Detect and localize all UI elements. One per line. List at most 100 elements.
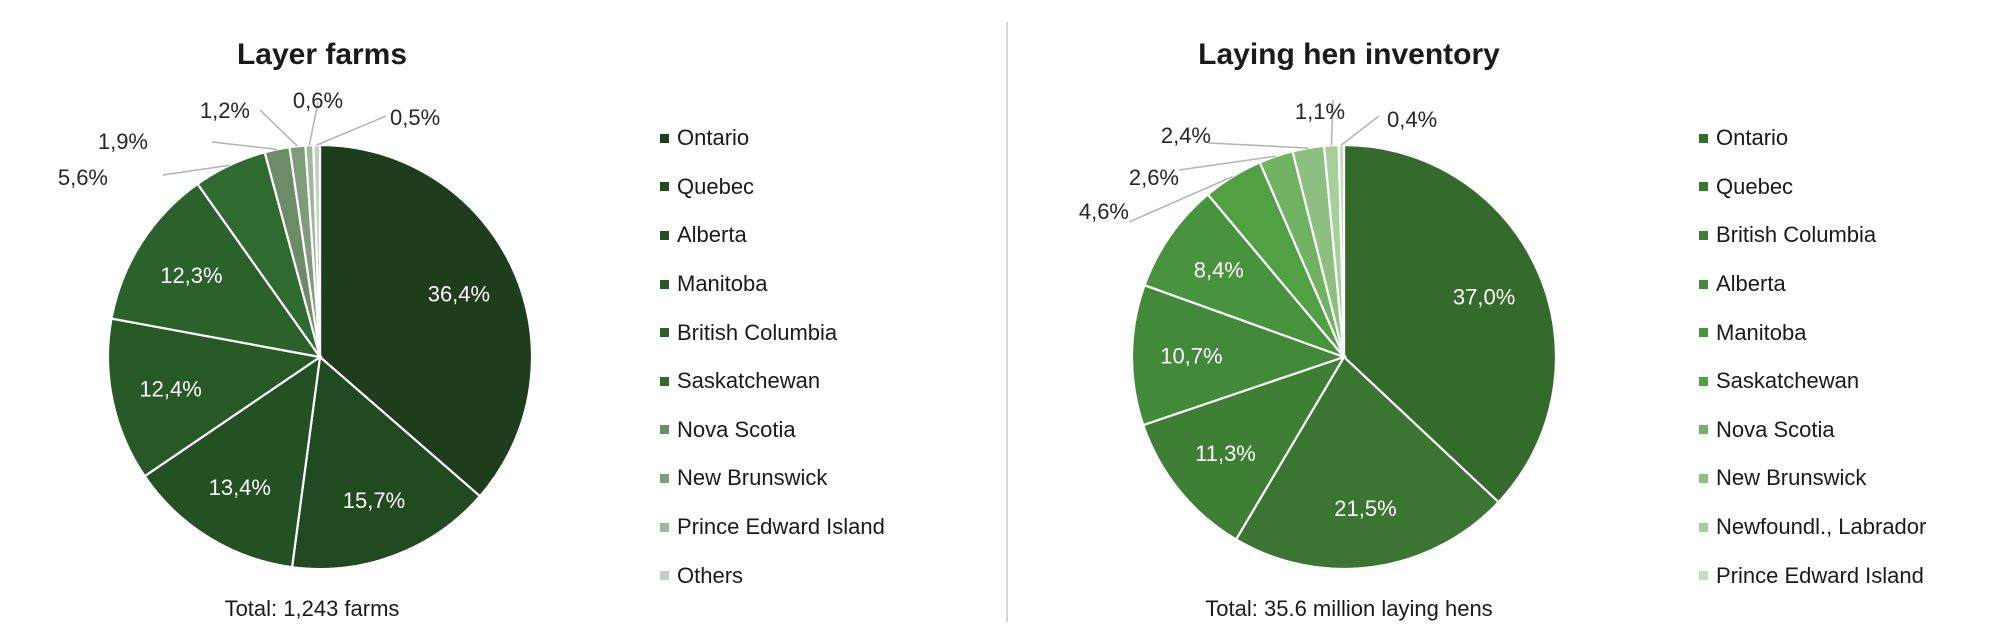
slice-data-label: 15,7% — [343, 488, 405, 513]
laying-hen-inventory-legend: Ontario Quebec British Columbia Alberta Mani… — [1699, 114, 1926, 600]
slice-data-label: 13,4% — [209, 475, 271, 500]
leader-line — [259, 109, 298, 147]
slice-data-label: 5,6% — [58, 165, 108, 190]
slice-data-label: 0,4% — [1387, 107, 1437, 132]
legend-item: Ontario — [660, 114, 885, 163]
slice-data-label: 0,6% — [293, 88, 343, 113]
legend-swatch — [660, 473, 669, 483]
legend-item: Quebec — [660, 163, 885, 212]
legend-label: Saskatchewan — [677, 368, 821, 394]
chart-title: Layer farms — [236, 38, 408, 71]
legend-label: Prince Edward Island — [1716, 562, 1924, 588]
legend-item: Ontario — [1699, 114, 1926, 163]
slice-data-label: 1,1% — [1295, 99, 1345, 124]
chart-title: Laying hen inventory — [1198, 38, 1500, 71]
chart-total: Total: 1,243 farms — [224, 596, 400, 621]
laying-hen-inventory-panel: Laying hen inventory 37,0% 21,5% 11,3% 10,7… — [999, 0, 1997, 639]
legend-swatch — [1699, 473, 1708, 483]
legend-swatch — [1699, 279, 1708, 289]
pie-slice-alberta — [143, 354, 322, 569]
legend-item: New Brunswick — [660, 454, 885, 503]
legend-swatch — [1699, 522, 1708, 532]
pie-slice-manitoba — [106, 317, 323, 478]
slice-data-label: 4,6% — [1079, 199, 1129, 224]
pie-slice-quebec — [1234, 355, 1501, 571]
pie-slice-quebec — [290, 354, 482, 571]
legend-label: Newfoundl., Labrador — [1716, 514, 1927, 540]
legend-swatch — [1699, 182, 1708, 192]
leader-line — [211, 141, 278, 151]
legend-swatch — [660, 182, 669, 192]
legend-swatch — [1699, 425, 1708, 435]
legend-swatch — [1699, 571, 1708, 581]
slice-data-label: 37,0% — [1453, 284, 1515, 309]
slice-data-label: 10,7% — [1160, 344, 1222, 369]
legend-label: Manitoba — [1716, 319, 1807, 345]
legend-label: Quebec — [677, 173, 755, 199]
leader-line — [1208, 142, 1309, 149]
legend-item: New Brunswick — [1699, 454, 1926, 503]
legend-label: Ontario — [677, 125, 750, 151]
legend-item: Prince Edward Island — [1699, 551, 1926, 600]
legend-label: Nova Scotia — [677, 416, 796, 442]
legend-item: Alberta — [1699, 260, 1926, 309]
leader-line — [316, 115, 387, 146]
slice-data-label: 12,3% — [160, 263, 222, 288]
legend-item: British Columbia — [660, 308, 885, 357]
slice-data-label: 2,6% — [1129, 165, 1179, 190]
leader-line — [162, 164, 230, 176]
legend-swatch — [660, 522, 669, 532]
pie-slice-ontario — [318, 143, 534, 498]
pie-slice-alberta — [1130, 283, 1348, 427]
slice-data-label: 0,5% — [390, 105, 440, 130]
legend-item: Saskatchewan — [1699, 357, 1926, 406]
legend-item: Quebec — [1699, 163, 1926, 212]
leader-line — [1330, 99, 1334, 146]
leader-line — [1340, 115, 1380, 146]
legend-swatch — [660, 230, 669, 240]
slice-data-label: 36,4% — [428, 282, 490, 307]
legend-item: Nova Scotia — [1699, 406, 1926, 455]
pie-slice-british-columbia — [1141, 355, 1347, 541]
legend-swatch — [1699, 133, 1708, 143]
layer-farms-legend: Ontario Quebec Alberta Manitoba British Colu… — [660, 114, 885, 600]
legend-item: Saskatchewan — [660, 357, 885, 406]
pie-slice-others — [312, 143, 322, 358]
legend-item: Newfoundl., Labrador — [1699, 503, 1926, 552]
legend-label: New Brunswick — [1716, 465, 1867, 491]
laying-hen-inventory-pie-chart: 37,0% 21,5% 11,3% 10,7% 8,4% 4,6%2,6% 2,4% 1,1%… — [1079, 99, 1558, 571]
legend-label: Saskatchewan — [1716, 368, 1860, 394]
slice-data-label: 21,5% — [1334, 496, 1396, 521]
legend-swatch — [660, 328, 669, 338]
legend-swatch — [660, 279, 669, 289]
leader-line — [1178, 155, 1277, 171]
legend-label: Prince Edward Island — [677, 514, 885, 540]
legend-label: Others — [677, 562, 744, 588]
legend-swatch — [660, 571, 669, 581]
legend-swatch — [660, 376, 669, 386]
pie-slice-ontario — [1342, 143, 1558, 504]
legend-label: Quebec — [1716, 173, 1794, 199]
legend-swatch — [1699, 328, 1708, 338]
legend-label: Nova Scotia — [1716, 416, 1835, 442]
panel-divider — [1006, 22, 1008, 622]
pie-slice-british-columbia — [110, 182, 323, 359]
legend-label: Alberta — [1716, 271, 1786, 297]
slice-data-label: 12,4% — [139, 376, 201, 401]
slice-data-label: 8,4% — [1194, 258, 1244, 283]
legend-label: British Columbia — [1716, 222, 1877, 248]
chart-total: Total: 35.6 million laying hens — [1205, 596, 1493, 621]
leader-line — [308, 101, 319, 146]
legend-swatch — [1699, 230, 1708, 240]
legend-swatch — [1699, 376, 1708, 386]
slice-data-label: 1,2% — [200, 98, 250, 123]
legend-label: Alberta — [677, 222, 747, 248]
legend-label: Manitoba — [677, 271, 768, 297]
legend-item: Prince Edward Island — [660, 503, 885, 552]
legend-swatch — [660, 133, 669, 143]
legend-item: Manitoba — [660, 260, 885, 309]
leader-line — [1128, 175, 1234, 223]
legend-item: Alberta — [660, 211, 885, 260]
legend-label: New Brunswick — [677, 465, 828, 491]
slice-data-label: 2,4% — [1161, 123, 1211, 148]
